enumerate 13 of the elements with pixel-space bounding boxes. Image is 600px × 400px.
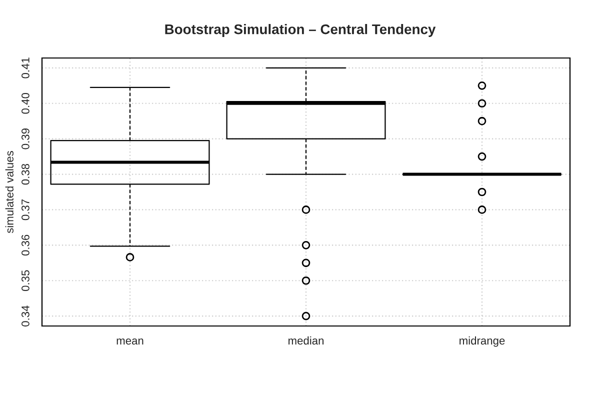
x-tick-label: mean	[116, 338, 144, 345]
y-tick-label: 0.37	[22, 199, 30, 220]
y-tick-label: 0.41	[22, 58, 30, 78]
y-tick-label: 0.40	[22, 92, 30, 114]
y-tick-label: 0.36	[22, 234, 30, 256]
y-tick-label: 0.34	[22, 306, 30, 326]
y-tick-label: 0.38	[22, 164, 30, 185]
x-tick-label: midrange	[460, 336, 505, 347]
chart-title: Bootstrap Simulation – Central Tendency	[165, 24, 436, 37]
y-tick-label: 0.39	[22, 128, 30, 150]
x-tick-label: median	[288, 336, 324, 345]
y-tick-label: 0.35	[22, 270, 30, 291]
y-axis-title: simulated values	[5, 151, 14, 234]
